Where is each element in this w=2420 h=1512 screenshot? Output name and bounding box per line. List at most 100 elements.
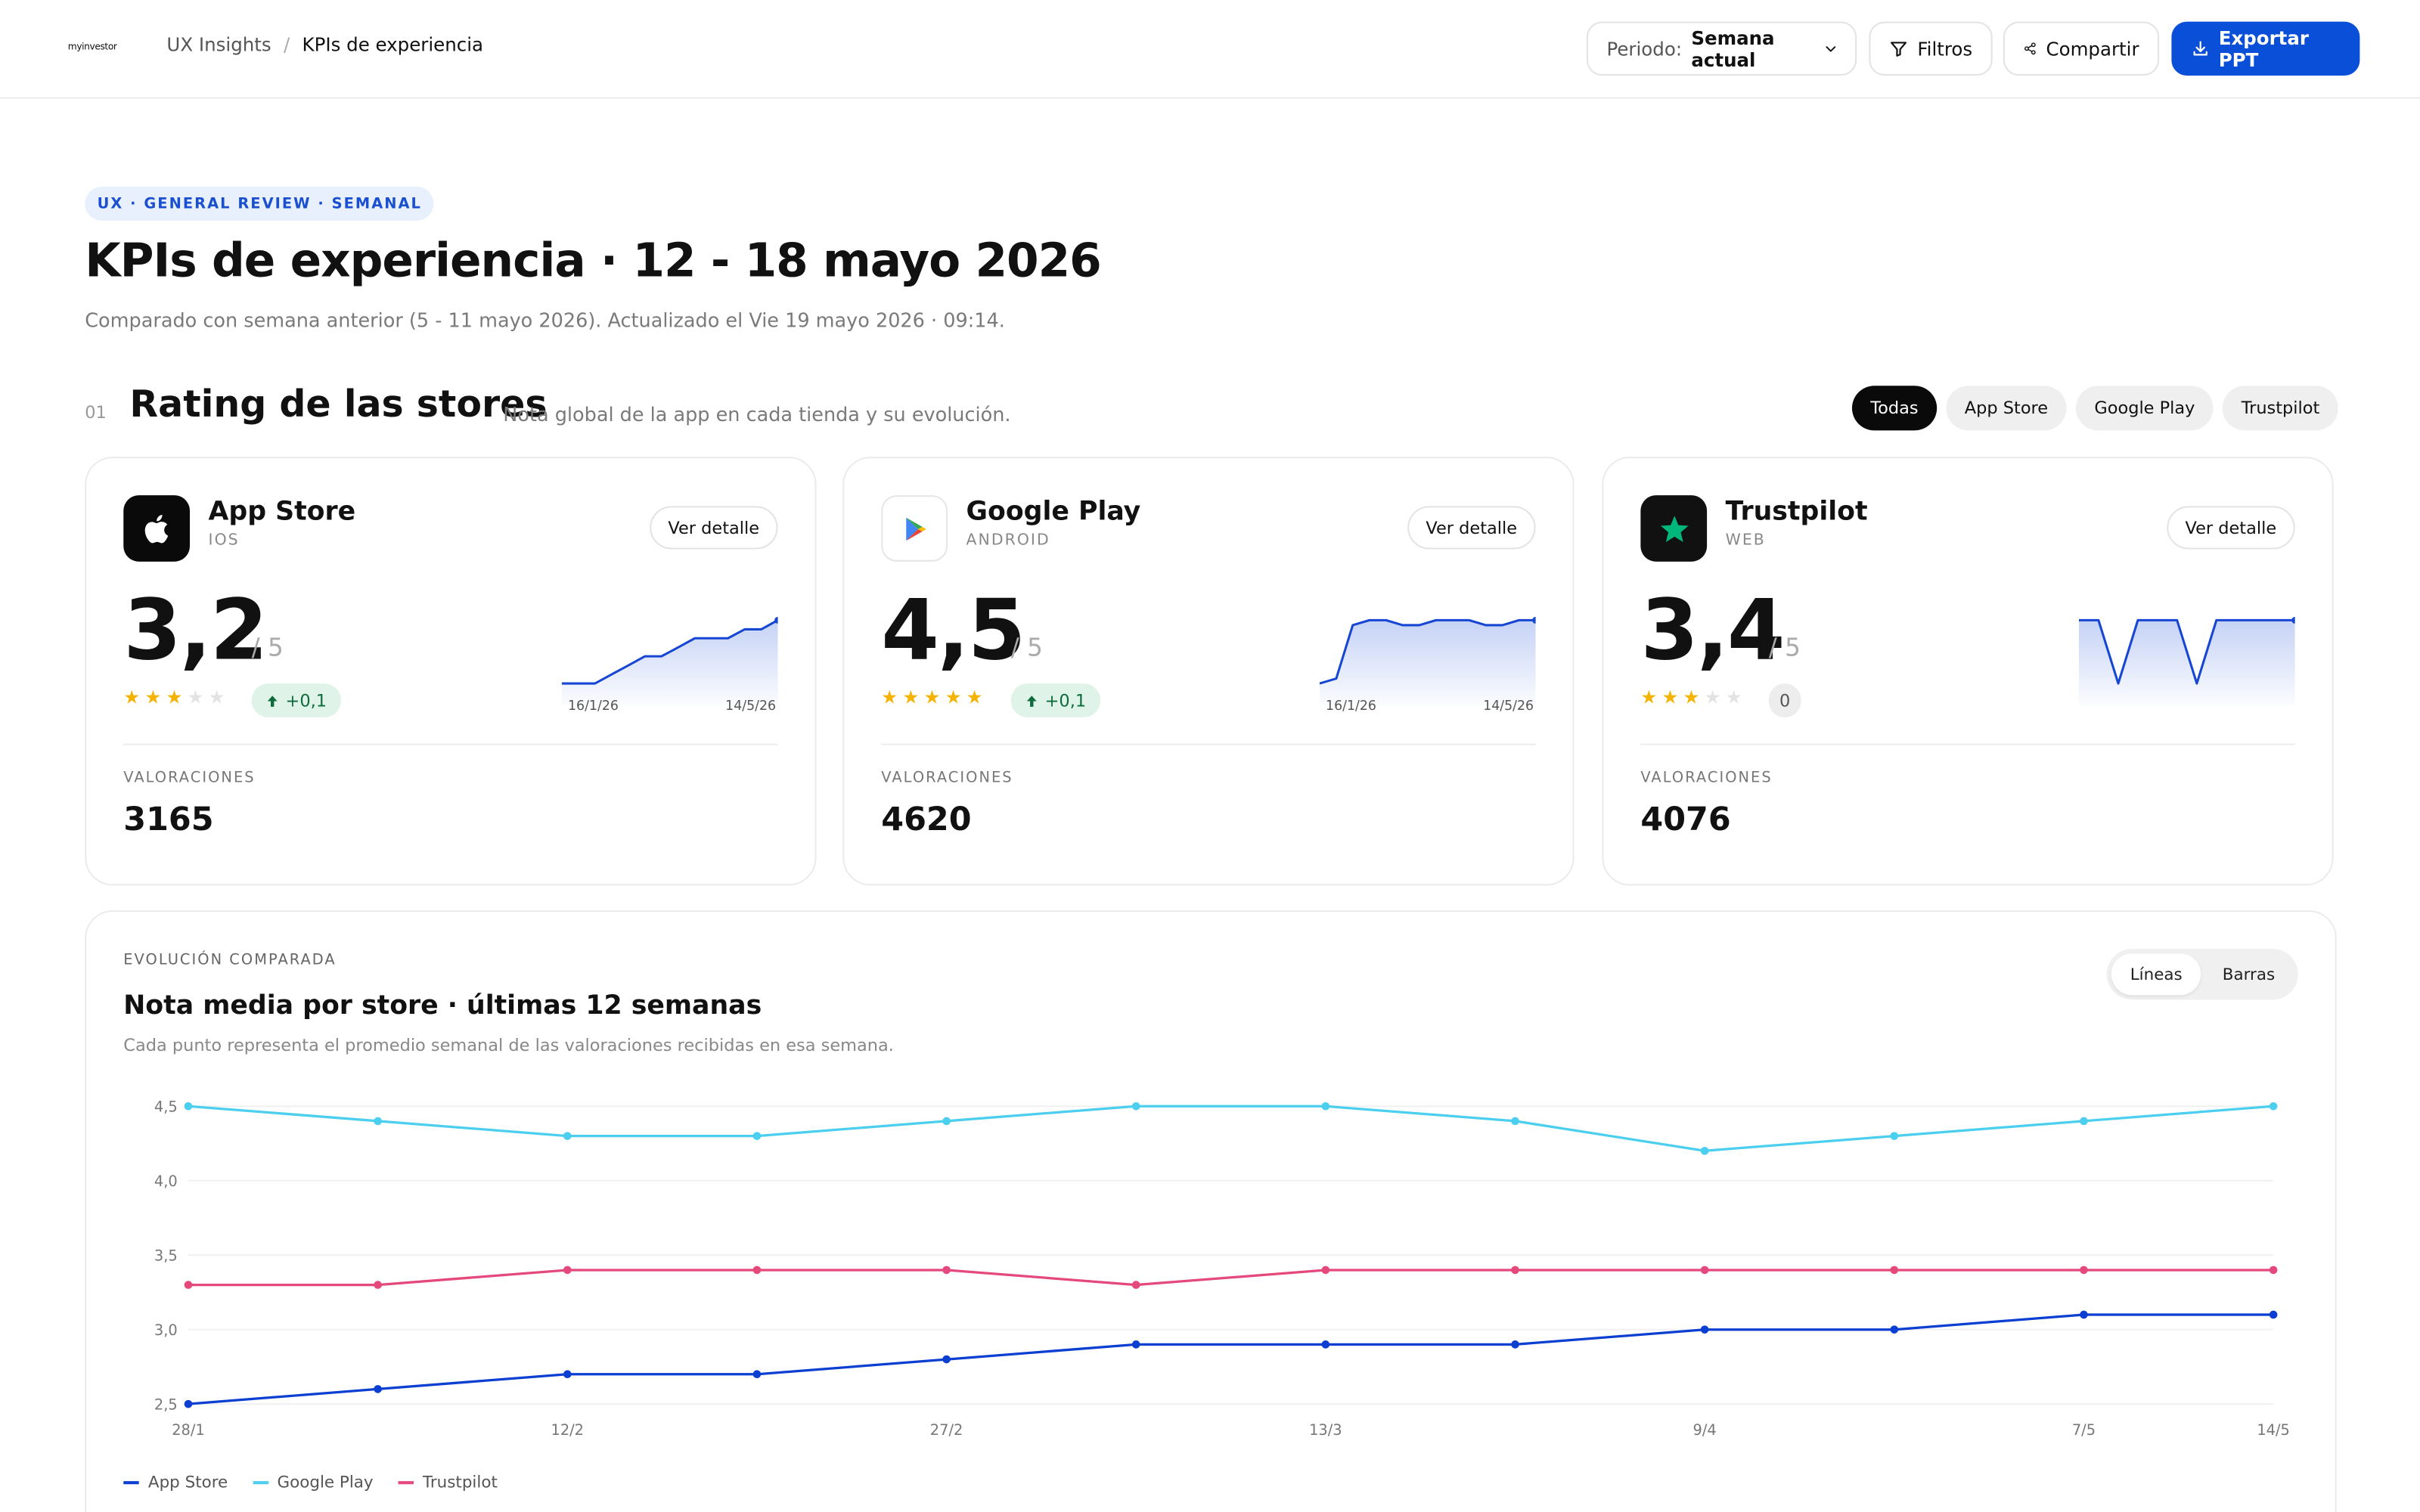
data-point	[942, 1266, 951, 1275]
legend-label: Google Play	[277, 1473, 374, 1492]
star-filled-icon: ★	[923, 686, 941, 708]
data-point	[752, 1370, 762, 1379]
legend-swatch	[252, 1481, 268, 1485]
store-card-app-store: App Store IOS Ver detalle 3,2 / 5 ★ ★ ★ ★ ★ …	[85, 457, 817, 886]
data-point	[563, 1132, 572, 1140]
filter-chip-google-play[interactable]: Google Play	[2075, 386, 2214, 431]
data-point	[374, 1281, 382, 1289]
chevron-down-icon	[1825, 46, 1835, 52]
star-filled-icon: ★	[881, 686, 898, 708]
star-filled-icon: ★	[1661, 686, 1679, 708]
y-tick-label: 4,5	[154, 1098, 178, 1115]
series-line	[188, 1269, 2274, 1287]
x-tick-label: 7/5	[2072, 1421, 2096, 1439]
data-point	[942, 1117, 951, 1126]
ratings-label: VALORACIONES	[1640, 770, 1773, 787]
sparkline-chart	[561, 616, 778, 705]
legend-item[interactable]: App Store	[123, 1473, 228, 1492]
share-icon	[2024, 42, 2036, 55]
filter-chip-trustpilot[interactable]: Trustpilot	[2223, 386, 2338, 431]
sparkline-end-point	[2291, 616, 2295, 624]
star-rating: ★ ★ ★ ★ ★	[123, 686, 225, 708]
legend-label: App Store	[147, 1473, 228, 1492]
section-header: 01 Rating de las stores Nota global de l…	[85, 383, 2338, 435]
comparison-chart-panel: EVOLUCIÓN COMPARADA Nota media por store…	[85, 910, 2337, 1512]
filters-button[interactable]: Filtros	[1869, 21, 1993, 76]
download-icon	[2193, 41, 2207, 56]
top-bar: myinvestor UX Insights / KPIs de experie…	[0, 0, 2420, 99]
series-line	[188, 1105, 2274, 1152]
store-platform: ANDROID	[966, 532, 1050, 550]
data-point	[1700, 1147, 1709, 1155]
star-filled-icon: ★	[902, 686, 920, 708]
page-title: KPIs de experiencia · 12 - 18 mayo 2026	[85, 234, 1102, 289]
view-detail-button[interactable]: Ver detalle	[1407, 506, 1536, 550]
export-ppt-button[interactable]: Exportar PPT	[2171, 21, 2360, 76]
store-name: App Store	[208, 497, 356, 528]
ratings-count: 4076	[1640, 801, 1731, 838]
card-divider	[1640, 743, 2295, 745]
arrow-up-icon	[267, 695, 278, 706]
card-divider	[881, 743, 1536, 745]
section-title: Rating de las stores	[129, 383, 548, 426]
y-tick-label: 4,0	[154, 1173, 178, 1190]
data-point	[1511, 1117, 1519, 1126]
view-detail-button[interactable]: Ver detalle	[649, 506, 778, 550]
data-point	[563, 1370, 572, 1379]
data-point	[1890, 1325, 1899, 1334]
x-tick-label: 9/4	[1693, 1421, 1717, 1439]
store-name: Trustpilot	[1725, 497, 1868, 528]
sparkline-start-label: 16/1/26	[568, 699, 619, 714]
star-filled-icon: ★	[966, 686, 983, 708]
store-filter-group: Todas App Store Google Play Trustpilot	[1851, 386, 2338, 431]
chart-type-toggle: Líneas Barras	[2107, 949, 2298, 1000]
data-point	[374, 1385, 382, 1393]
data-point	[2080, 1310, 2088, 1319]
card-divider	[123, 743, 778, 745]
chart-title: Nota media por store · últimas 12 semana…	[123, 990, 762, 1022]
export-label: Exportar PPT	[2218, 26, 2310, 70]
star-empty-icon: ★	[208, 686, 225, 708]
ratings-count: 3165	[123, 801, 214, 838]
view-detail-button[interactable]: Ver detalle	[2166, 506, 2295, 550]
breadcrumb-ux-insights[interactable]: UX Insights	[166, 33, 271, 56]
legend-swatch	[123, 1481, 139, 1485]
period-value: Semana actual	[1691, 26, 1775, 70]
sparkline-line	[1319, 618, 1536, 685]
chart-legend: App Store Google Play Trustpilot	[123, 1473, 498, 1492]
star-rating: ★ ★ ★ ★ ★	[1640, 686, 1742, 708]
star-filled-icon: ★	[1640, 686, 1658, 708]
period-select[interactable]: Periodo: Semana actual	[1586, 21, 1857, 76]
breadcrumb-separator: /	[283, 33, 290, 56]
legend-item[interactable]: Trustpilot	[398, 1473, 498, 1492]
app-logo[interactable]: myinvestor	[67, 42, 117, 53]
share-button[interactable]: Compartir	[2003, 21, 2160, 76]
data-point	[1700, 1325, 1709, 1334]
sparkline-end-point	[1532, 616, 1536, 624]
data-point	[2269, 1310, 2278, 1319]
store-score: 3,2	[123, 581, 268, 679]
sparkline-area	[561, 620, 778, 705]
sparkline-end-label: 14/5/26	[725, 699, 777, 714]
toggle-bars[interactable]: Barras	[2222, 965, 2276, 984]
legend-item[interactable]: Google Play	[252, 1473, 374, 1492]
series-app-store	[184, 1310, 2278, 1408]
legend-swatch	[398, 1481, 414, 1485]
score-delta: +0,1	[1044, 690, 1087, 711]
store-name: Google Play	[966, 497, 1141, 528]
star-empty-icon: ★	[187, 686, 204, 708]
sparkline-end-point	[774, 616, 778, 624]
star-empty-icon: ★	[1704, 686, 1721, 708]
filter-chip-app-store[interactable]: App Store	[1946, 386, 2067, 431]
x-tick-label: 28/1	[172, 1421, 205, 1439]
data-point	[942, 1355, 951, 1364]
chart-eyebrow: EVOLUCIÓN COMPARADA	[123, 952, 337, 969]
store-score: 3,4	[1640, 581, 1785, 679]
filter-chip-todas[interactable]: Todas	[1851, 386, 1938, 431]
data-point	[2269, 1266, 2278, 1275]
y-tick-label: 3,5	[154, 1247, 178, 1264]
star-rating: ★ ★ ★ ★ ★	[881, 686, 982, 708]
data-point	[184, 1101, 193, 1111]
toggle-lines[interactable]: Líneas	[2111, 953, 2201, 996]
breadcrumb: UX Insights / KPIs de experiencia	[166, 34, 483, 56]
